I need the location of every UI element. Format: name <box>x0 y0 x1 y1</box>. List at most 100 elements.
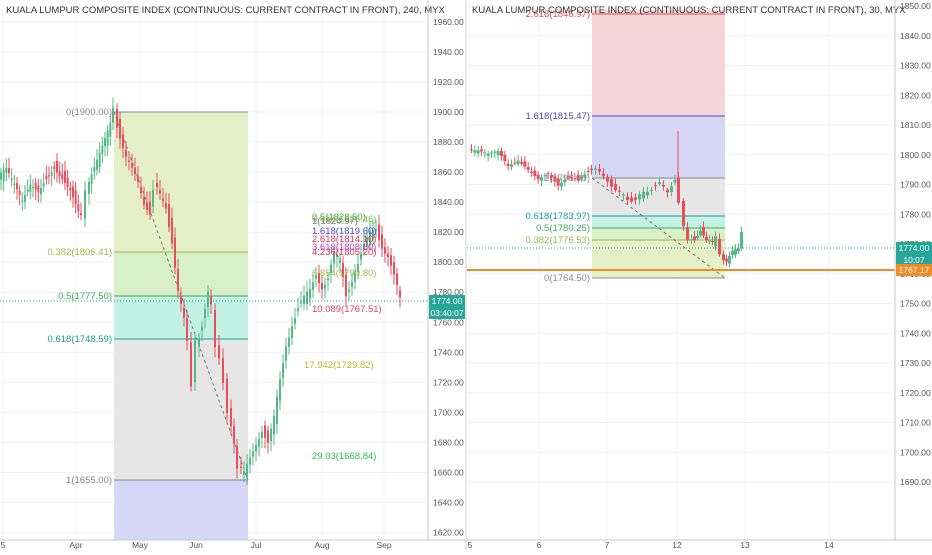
candle-body <box>24 195 26 202</box>
candle-body <box>190 342 192 387</box>
fib-extension-label: 0.618(1825.46) <box>312 214 376 225</box>
right-x-tick-labels[interactable]: 5 6 7 12 13 14 <box>468 540 834 550</box>
candle-body <box>5 167 8 174</box>
candle-body <box>32 187 34 189</box>
left-extension-labels: 0.5(1828.50)0.618(1825.46)1(1824.97)1.61… <box>304 212 382 462</box>
candle-body <box>10 178 13 181</box>
candle-body <box>372 230 374 239</box>
right-fib-labels: 2.618(1846.97) 1.618(1815.47) 1(1796.00) 0.… <box>526 9 590 284</box>
candle-body <box>122 134 124 149</box>
candle-body <box>98 152 101 167</box>
right-x-tick: 5 <box>468 540 473 550</box>
right-candle-body <box>646 191 649 196</box>
candle-body <box>174 237 176 268</box>
right-y-tick: 1800.00 <box>900 150 931 160</box>
candle-body <box>131 163 133 168</box>
right-fib-level-label: 2.618(1846.97) <box>526 9 590 20</box>
candle-body <box>34 183 37 190</box>
candle-body <box>267 430 269 443</box>
right-candle-body <box>622 194 625 196</box>
left-countdown-text: 03:40:07 <box>430 308 463 318</box>
candle-body <box>258 439 260 447</box>
right-candle-body <box>510 164 513 167</box>
candle-body <box>233 426 235 444</box>
candle-body <box>270 428 272 441</box>
left-x-tick-labels[interactable]: 5 Apr May Jun Jul Aug Sep <box>1 540 392 550</box>
candle-body <box>399 290 401 298</box>
candle-body <box>222 358 224 383</box>
candle-body <box>366 236 368 247</box>
right-candle-body <box>513 162 517 164</box>
left-y-tick: 1660.00 <box>433 467 464 477</box>
candle-body <box>288 337 290 347</box>
right-candle-body <box>546 173 550 175</box>
right-candle-body <box>718 238 721 255</box>
candle-body <box>2 170 5 182</box>
right-candle-body <box>556 178 560 186</box>
candle-body <box>159 190 161 194</box>
right-x-tick: 14 <box>824 540 834 550</box>
candle-body <box>61 174 64 180</box>
right-candle-body <box>654 185 657 187</box>
right-y-tick: 1810.00 <box>900 120 931 130</box>
right-candle-body <box>731 250 734 256</box>
candle-body <box>96 159 98 170</box>
candle-body <box>84 190 86 219</box>
right-candle-body <box>626 196 629 201</box>
candle-body <box>282 362 284 379</box>
right-level-badge <box>896 264 932 276</box>
fib-extension-label: 29.03(1668.84) <box>312 451 376 462</box>
candle-body <box>375 229 377 232</box>
candle-body <box>101 145 104 154</box>
candle-body <box>300 301 302 304</box>
candle-body <box>137 176 139 182</box>
right-countdown-badge <box>896 254 932 266</box>
right-y-tick: 1690.00 <box>900 477 931 487</box>
left-y-tick: 1640.00 <box>433 498 464 508</box>
fib-zone-0-0.382 <box>114 112 248 252</box>
left-y-tick-labels[interactable]: 1960.00 1940.00 1920.00 1900.00 1880.00 1860.… <box>433 17 464 538</box>
right-y-tick: 1840.00 <box>900 31 931 41</box>
right-candle-body <box>650 189 653 191</box>
right-candle-body <box>708 240 711 242</box>
candle-body <box>165 203 167 209</box>
left-candles <box>0 97 401 486</box>
candle-body <box>180 296 182 304</box>
candle-body <box>243 471 245 475</box>
right-candle-body <box>662 184 665 187</box>
left-y-tick: 1840.00 <box>433 197 464 207</box>
candle-body <box>128 160 130 162</box>
candle-body <box>378 224 380 240</box>
right-y-tick: 1710.00 <box>900 418 931 428</box>
right-candle-body <box>523 161 527 167</box>
right-y-tick: 1730.00 <box>900 358 931 368</box>
candle-body <box>339 258 341 263</box>
right-fib-level-label: 0.382(1776.53) <box>526 235 590 246</box>
right-candle-body <box>480 149 483 152</box>
candle-body <box>240 466 242 468</box>
right-candle-body <box>503 154 507 162</box>
left-y-tick: 1860.00 <box>433 167 464 177</box>
right-x-tick: 13 <box>740 540 750 550</box>
right-candle-body <box>536 175 540 180</box>
right-candle-body <box>490 152 493 154</box>
right-candle-body <box>618 190 621 192</box>
candle-body <box>315 275 317 279</box>
right-candle-body <box>483 152 487 154</box>
candle-body <box>230 407 232 426</box>
right-candle-body <box>540 177 543 181</box>
candle-body <box>72 186 74 198</box>
fib-zone-below-1 <box>114 480 248 540</box>
left-x-tick: Sep <box>376 540 391 550</box>
right-candle-body <box>610 179 613 187</box>
right-candle-body <box>630 197 633 202</box>
candle-body <box>207 291 209 308</box>
candle-body <box>8 168 10 174</box>
candle-body <box>249 457 251 465</box>
left-y-tick: 1900.00 <box>433 107 464 117</box>
right-candle-body <box>722 254 725 261</box>
right-candle-body <box>530 171 533 173</box>
candle-body <box>330 264 332 273</box>
right-candle-body <box>614 183 617 191</box>
